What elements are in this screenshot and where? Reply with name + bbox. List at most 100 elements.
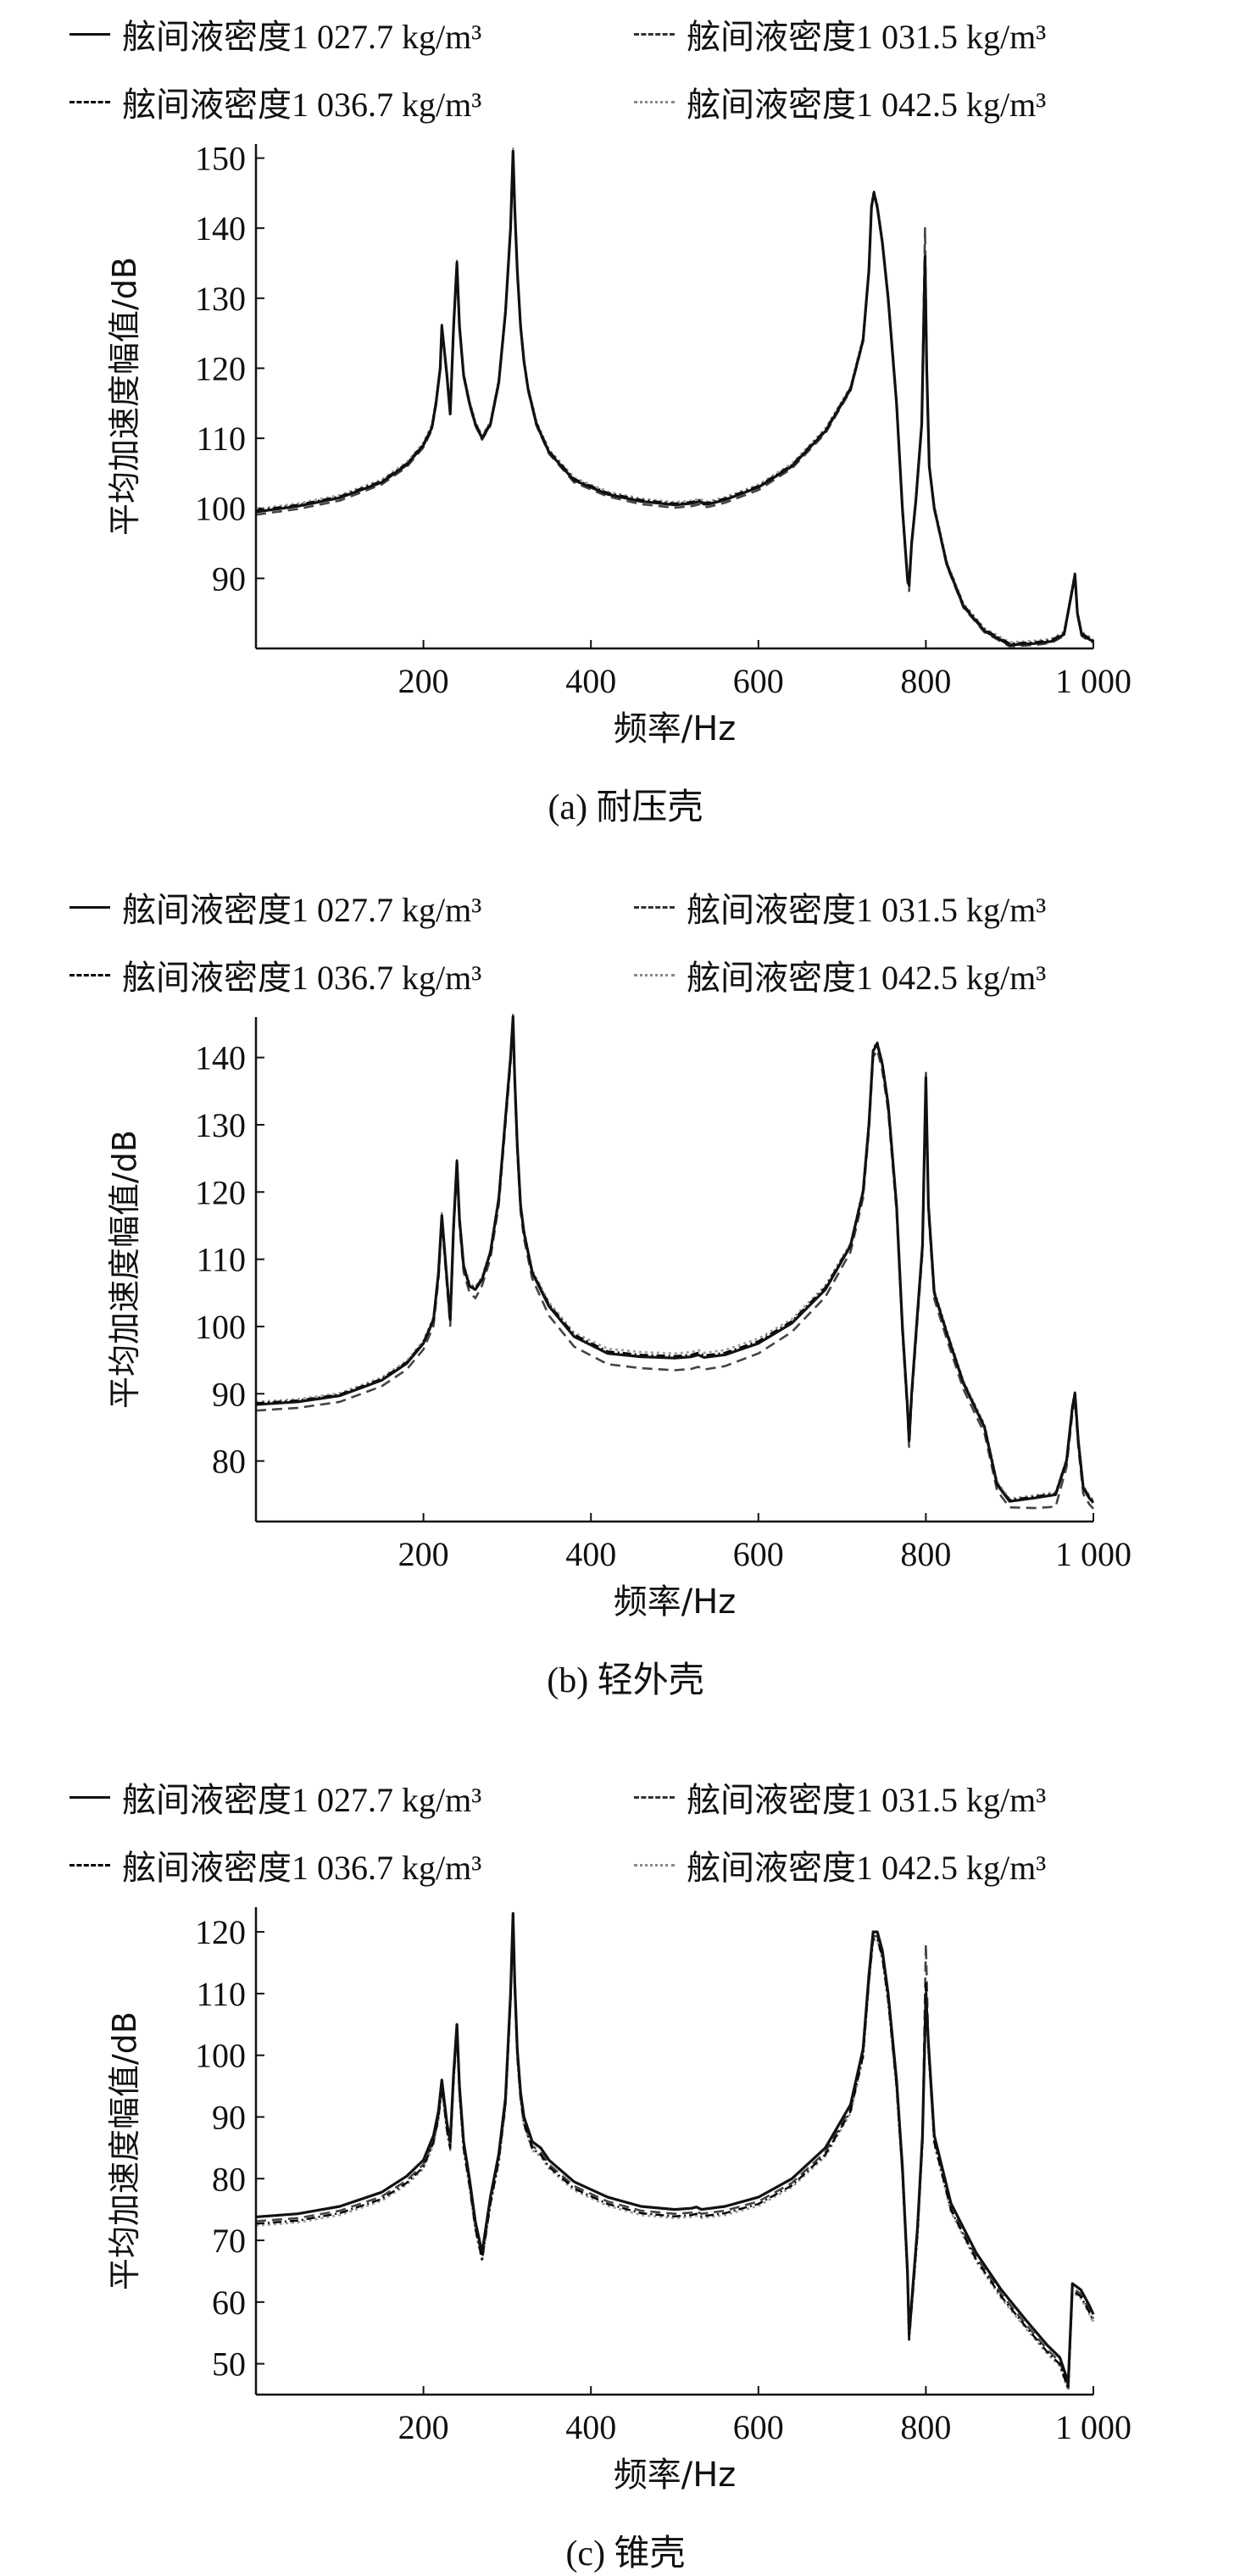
legend-label: 舷间液密度1 027.7 kg/m³: [122, 18, 482, 56]
x-tick-label: 1 000: [1055, 1535, 1131, 1573]
legend-swatch-dashed: [634, 1795, 675, 1799]
x-axis-label: 频率/Hz: [614, 2456, 737, 2495]
legend-label: 舷间液密度1 042.5 kg/m³: [687, 959, 1047, 997]
legend-item: 舷间液密度1 036.7 kg/m³: [70, 949, 481, 1000]
y-tick-label: 100: [195, 490, 246, 528]
x-tick-label: 1 000: [1055, 662, 1131, 700]
y-tick-label: 80: [212, 1443, 246, 1481]
series-line-2: [257, 1015, 1094, 1502]
x-tick-label: 800: [900, 2408, 951, 2446]
x-axis-label: 频率/Hz: [614, 1583, 737, 1622]
x-tick-label: 800: [900, 662, 951, 700]
y-axis-label: 平均加速度幅值/dB: [106, 2011, 143, 2290]
legend-swatch-solid: [70, 32, 110, 36]
legend-label: 舷间液密度1 031.5 kg/m³: [687, 18, 1047, 56]
y-tick-label: 120: [195, 349, 246, 387]
chart-caption: (b) 轻外壳: [547, 1661, 704, 1700]
series-line-0: [257, 1015, 1095, 1504]
x-tick-label: 600: [733, 2408, 784, 2446]
series-line-3: [257, 1921, 1095, 2392]
series-line-3: [257, 147, 1094, 643]
y-tick-label: 90: [212, 2098, 246, 2136]
x-tick-label: 600: [733, 1535, 784, 1573]
legend-label: 舷间液密度1 027.7 kg/m³: [122, 891, 482, 929]
y-tick-label: 140: [195, 1039, 246, 1077]
x-tick-label: 200: [398, 2408, 449, 2446]
chart-caption: (a) 耐压壳: [548, 788, 703, 827]
legend-label: 舷间液密度1 036.7 kg/m³: [122, 1849, 482, 1887]
y-tick-label: 110: [196, 1975, 246, 2013]
y-tick-label: 100: [195, 1308, 246, 1346]
legend-item: 舷间液密度1 031.5 kg/m³: [634, 882, 1046, 932]
x-tick-label: 800: [900, 1535, 951, 1573]
axes: [254, 144, 1093, 650]
y-tick-label: 100: [195, 2037, 246, 2075]
legend-item: 舷间液密度1 036.7 kg/m³: [70, 1839, 481, 1890]
legend-swatch-dash-dot: [70, 1863, 110, 1867]
legend-label: 舷间液密度1 031.5 kg/m³: [687, 1781, 1047, 1819]
legend-label: 舷间液密度1 036.7 kg/m³: [122, 959, 482, 997]
legend-item: 舷间液密度1 042.5 kg/m³: [634, 949, 1046, 1000]
legend: 舷间液密度1 027.7 kg/m³ 舷间液密度1 031.5 kg/m³ 舷间…: [0, 1712, 1251, 1887]
y-axis-label: 平均加速度幅值/dB: [106, 1130, 143, 1409]
series-line-0: [257, 1911, 1095, 2384]
series-line-2: [257, 148, 1094, 645]
x-tick-label: 200: [398, 1535, 449, 1573]
y-tick-label: 150: [195, 140, 246, 178]
y-tick-label: 60: [212, 2284, 246, 2322]
x-tick-label: 1 000: [1055, 2408, 1131, 2446]
x-tick-label: 200: [398, 662, 449, 700]
legend-item: 舷间液密度1 036.7 kg/m³: [70, 76, 481, 127]
legend-item: 舷间液密度1 027.7 kg/m³: [70, 882, 481, 932]
chart-panel-b: 舷间液密度1 027.7 kg/m³ 舷间液密度1 031.5 kg/m³ 舷间…: [0, 856, 1251, 1712]
legend-swatch-solid: [70, 1795, 110, 1799]
y-tick-label: 70: [212, 2222, 246, 2260]
legend-swatch-dotted: [634, 973, 675, 976]
legend-label: 舷间液密度1 042.5 kg/m³: [687, 1849, 1047, 1887]
y-tick-label: 140: [195, 209, 246, 248]
chart-panel-a: 舷间液密度1 027.7 kg/m³ 舷间液密度1 031.5 kg/m³ 舷间…: [0, 0, 1251, 856]
legend-item: 舷间液密度1 042.5 kg/m³: [634, 76, 1046, 127]
x-tick-label: 400: [565, 2408, 616, 2446]
y-tick-label: 90: [212, 559, 246, 598]
legend-label: 舷间液密度1 036.7 kg/m³: [122, 86, 482, 124]
legend-item: 舷间液密度1 027.7 kg/m³: [70, 8, 481, 59]
y-tick-label: 90: [212, 1375, 246, 1413]
axes: [254, 1907, 1093, 2396]
legend-swatch-dashed: [634, 905, 675, 909]
legend: 舷间液密度1 027.7 kg/m³ 舷间液密度1 031.5 kg/m³ 舷间…: [0, 856, 1251, 997]
legend-item: 舷间液密度1 042.5 kg/m³: [634, 1839, 1046, 1890]
x-tick-label: 400: [565, 662, 616, 700]
series-line-0: [257, 149, 1094, 647]
legend-swatch-solid: [70, 905, 110, 909]
chart-caption: (c) 锥壳: [565, 2534, 686, 2573]
axes: [254, 1017, 1093, 1523]
y-tick-label: 110: [196, 420, 246, 458]
legend-item: 舷间液密度1 031.5 kg/m³: [634, 8, 1046, 59]
x-tick-label: 600: [733, 662, 784, 700]
legend-swatch-dash-dot: [70, 973, 110, 976]
chart-plot: 90 100 110 120 130 140 150 200 400 600 800 1 000 频率/…: [106, 140, 1131, 748]
legend-swatch-dash-dot: [70, 100, 110, 103]
legend-swatch-dashed: [634, 32, 675, 36]
chart-plot: 50 60 70 80 90 100 110 120 200 400 600 800 1 000 频率/H…: [106, 1907, 1131, 2495]
y-tick-label: 130: [195, 280, 246, 318]
y-tick-label: 130: [195, 1106, 246, 1144]
series-line-1: [257, 1021, 1094, 1510]
y-tick-label: 80: [212, 2160, 246, 2198]
legend-item: 舷间液密度1 027.7 kg/m³: [70, 1772, 481, 1822]
y-tick-label: 120: [195, 1913, 246, 1951]
series-line-1: [257, 151, 1094, 648]
chart-plot: 80 90 100 110 120 130 140 200 400 600 800 1 000 频率/H…: [106, 1013, 1131, 1622]
legend-swatch-dotted: [634, 1863, 675, 1867]
series-line-3: [257, 1013, 1094, 1501]
legend-label: 舷间液密度1 027.7 kg/m³: [122, 1781, 482, 1819]
legend-label: 舷间液密度1 042.5 kg/m³: [687, 86, 1047, 124]
legend-item: 舷间液密度1 031.5 kg/m³: [634, 1772, 1046, 1822]
x-axis-label: 频率/Hz: [614, 709, 737, 748]
chart-panel-c: 舷间液密度1 027.7 kg/m³ 舷间液密度1 031.5 kg/m³ 舷间…: [0, 1712, 1251, 2573]
y-tick-label: 50: [212, 2345, 246, 2384]
series-line-2: [257, 1919, 1095, 2390]
y-tick-label: 120: [195, 1173, 246, 1211]
x-tick-label: 400: [565, 1535, 616, 1573]
